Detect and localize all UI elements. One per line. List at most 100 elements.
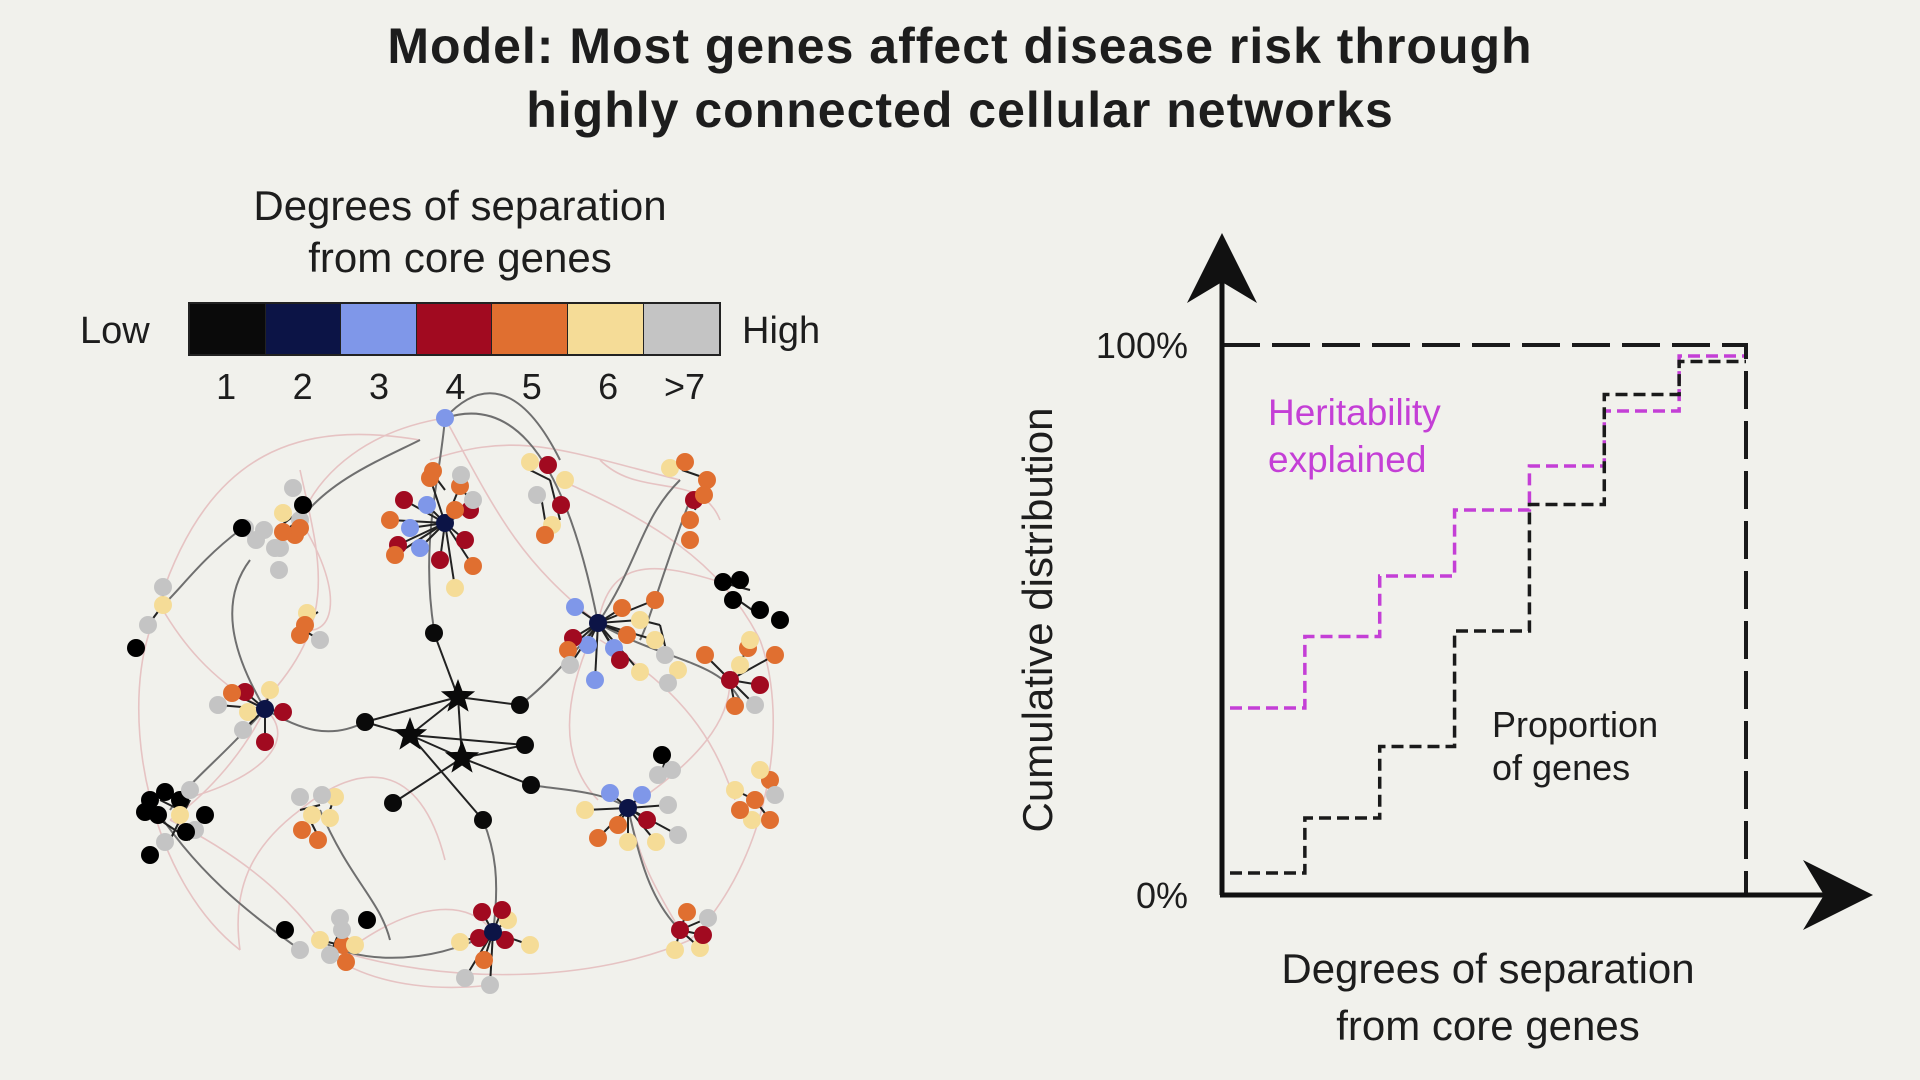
gene-node (649, 766, 667, 784)
faint-network-edges (137, 417, 774, 989)
network-edge (530, 784, 629, 809)
gene-node (418, 496, 436, 514)
legend-title-line-2: from core genes (308, 234, 612, 281)
gene-node (196, 806, 214, 824)
gene-node (731, 656, 749, 674)
gene-node (613, 599, 631, 617)
x-axis-label-line-2: from core genes (1336, 1002, 1639, 1049)
gene-node (656, 646, 674, 664)
gene-node (464, 491, 482, 509)
gene-node (561, 656, 579, 674)
star-icon (440, 679, 476, 712)
gene-node (516, 736, 534, 754)
proportion-of-genes-line (1230, 359, 1746, 875)
gene-node (528, 486, 546, 504)
gene-node (741, 631, 759, 649)
gene-node (209, 696, 227, 714)
gene-node (646, 631, 664, 649)
gene-node (678, 903, 696, 921)
network-edge (444, 392, 561, 461)
x-axis-label-line-1: Degrees of separation (1281, 945, 1694, 992)
gene-node (284, 479, 302, 497)
gene-node (536, 526, 554, 544)
gene-node (699, 909, 717, 927)
gene-node (181, 781, 199, 799)
network-edge (689, 639, 774, 941)
legend-swatch-4 (416, 304, 493, 354)
gene-node (493, 901, 511, 919)
legend-tick-5: 5 (521, 366, 542, 407)
gene-node (291, 519, 309, 537)
gene-node (234, 721, 252, 739)
legend-tick-1: 1 (216, 366, 237, 407)
gene-node (681, 511, 699, 529)
gene-node (661, 459, 679, 477)
network-edge (428, 417, 446, 631)
legend-color-bar (188, 302, 722, 356)
gene-node (771, 611, 789, 629)
gene-node (346, 936, 364, 954)
network-edge (444, 412, 599, 624)
gene-node (601, 784, 619, 802)
gene-node (659, 796, 677, 814)
gene-node (579, 636, 597, 654)
gene-node (666, 941, 684, 959)
proportion-label-line-2: of genes (1492, 747, 1630, 788)
gene-node (696, 646, 714, 664)
figure-title-line-2: highly connected cellular networks (526, 82, 1394, 138)
chart-series (1222, 343, 1748, 895)
gene-node (425, 624, 443, 642)
gene-node (321, 809, 339, 827)
network-edge (231, 559, 266, 710)
figure-title: Model: Most genes affect disease risk th… (0, 14, 1920, 142)
gene-node (247, 531, 265, 549)
gene-node (475, 951, 493, 969)
gene-node (473, 903, 491, 921)
gene-node (256, 733, 274, 751)
gene-node (522, 776, 540, 794)
gene-node (746, 696, 764, 714)
gene-node (452, 466, 470, 484)
gene-node (552, 496, 570, 514)
gene-node (751, 601, 769, 619)
gene-node (556, 471, 574, 489)
gene-node (619, 799, 637, 817)
gene-node (261, 681, 279, 699)
gene-node (303, 806, 321, 824)
gene-node (676, 453, 694, 471)
legend-high-label: High (742, 310, 821, 352)
network-edge (319, 809, 391, 941)
gene-node (309, 831, 327, 849)
gene-node (384, 794, 402, 812)
gene-node (609, 816, 627, 834)
gene-node (291, 941, 309, 959)
gene-node (358, 911, 376, 929)
gene-node (766, 786, 784, 804)
gene-node (751, 761, 769, 779)
gene-node (411, 539, 429, 557)
figure-title-line-1: Model: Most genes affect disease risk th… (387, 18, 1533, 74)
gene-node (311, 631, 329, 649)
network-edge (409, 734, 484, 821)
gene-node (631, 611, 649, 629)
gene-node (464, 557, 482, 575)
gene-node (431, 551, 449, 569)
gene-node (395, 491, 413, 509)
network-edge (433, 632, 459, 698)
legend-title: Degrees of separation from core genes (160, 180, 760, 284)
legend-swatch-3 (341, 304, 417, 354)
gene-node (646, 591, 664, 609)
gene-node (576, 801, 594, 819)
gene-node (311, 931, 329, 949)
gene-node (256, 700, 274, 718)
network-edge (559, 479, 761, 641)
legend-tick-2: 2 (292, 366, 313, 407)
network-edge (179, 708, 279, 801)
legend-swatch-6 (567, 304, 644, 354)
legend-swatch-7 (643, 304, 720, 354)
proportion-label-line-1: Proportion (1492, 704, 1658, 745)
gene-node (139, 616, 157, 634)
network-edge (461, 757, 532, 786)
gene-node (638, 811, 656, 829)
gene-node (724, 591, 742, 609)
